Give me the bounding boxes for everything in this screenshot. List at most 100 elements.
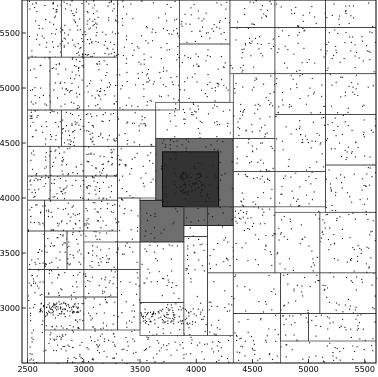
data-point <box>369 167 371 169</box>
data-point <box>35 2 37 4</box>
data-point <box>353 249 355 251</box>
data-point <box>69 310 71 312</box>
data-point <box>281 193 283 195</box>
data-point <box>166 129 168 131</box>
data-point <box>117 316 119 318</box>
data-point <box>177 54 179 56</box>
data-point <box>346 151 348 153</box>
data-point <box>85 207 87 209</box>
data-point <box>29 69 31 71</box>
data-point <box>82 40 84 42</box>
data-point <box>298 31 300 33</box>
data-point <box>332 355 334 357</box>
data-point <box>256 78 258 80</box>
data-point <box>55 64 57 66</box>
data-point <box>147 81 149 83</box>
data-point <box>277 112 279 114</box>
data-point <box>106 325 108 327</box>
data-point <box>296 200 298 202</box>
data-point <box>211 28 213 30</box>
data-point <box>71 184 73 186</box>
data-point <box>40 303 42 305</box>
data-point <box>203 249 205 251</box>
data-point <box>124 133 126 135</box>
data-point <box>368 267 370 269</box>
data-point <box>94 208 96 210</box>
data-point <box>172 320 174 322</box>
data-point <box>352 5 354 7</box>
data-point <box>185 138 187 140</box>
data-point <box>197 128 199 130</box>
data-point <box>39 44 41 46</box>
data-point <box>344 95 346 97</box>
data-point <box>219 162 221 164</box>
data-point <box>276 3 278 5</box>
data-point <box>163 139 165 141</box>
data-point <box>91 340 93 342</box>
data-point <box>193 3 195 5</box>
data-point <box>215 264 217 266</box>
data-point <box>355 318 357 320</box>
data-point <box>341 182 343 184</box>
data-point <box>98 284 100 286</box>
data-point <box>351 152 353 154</box>
data-point <box>119 159 121 161</box>
data-point <box>125 165 127 167</box>
data-point <box>290 75 292 77</box>
data-point <box>88 105 90 107</box>
data-point <box>95 41 97 43</box>
data-point <box>263 311 265 313</box>
data-point <box>147 69 149 71</box>
data-point <box>326 69 328 71</box>
data-point <box>224 290 226 292</box>
data-point <box>253 66 255 68</box>
data-point <box>190 14 192 16</box>
data-point <box>339 142 341 144</box>
data-point <box>159 71 161 73</box>
data-point <box>265 339 267 341</box>
data-point <box>68 307 70 309</box>
data-point <box>81 38 83 40</box>
data-point <box>282 149 284 151</box>
data-point <box>252 23 254 25</box>
data-point <box>29 346 31 348</box>
data-point <box>118 179 120 181</box>
data-point <box>80 163 82 165</box>
data-point <box>60 31 62 33</box>
data-point <box>162 277 164 279</box>
data-point <box>72 312 74 314</box>
data-point <box>334 29 336 31</box>
data-point <box>368 184 370 186</box>
data-point <box>67 42 69 44</box>
data-point <box>347 298 349 300</box>
data-point <box>46 307 48 309</box>
data-point <box>220 347 222 349</box>
data-point <box>209 267 211 269</box>
data-point <box>77 70 79 72</box>
data-point <box>203 316 205 318</box>
data-point <box>113 51 115 53</box>
data-point <box>96 63 98 65</box>
data-point <box>261 5 263 7</box>
data-point <box>142 165 144 167</box>
data-point <box>55 257 57 259</box>
data-point <box>262 214 264 216</box>
data-point <box>62 29 64 31</box>
data-point <box>115 19 117 21</box>
data-point <box>197 208 199 210</box>
data-point <box>111 157 113 159</box>
data-point <box>28 282 30 284</box>
data-point <box>176 76 178 78</box>
data-point <box>44 167 46 169</box>
data-point <box>81 361 83 363</box>
data-point <box>136 46 138 48</box>
data-point <box>235 243 237 245</box>
data-point <box>228 22 230 24</box>
data-point <box>332 352 334 354</box>
data-point <box>72 305 74 307</box>
data-point <box>281 91 283 93</box>
data-point <box>161 295 163 297</box>
data-point <box>87 218 89 220</box>
data-point <box>92 357 94 359</box>
data-point <box>68 173 70 175</box>
